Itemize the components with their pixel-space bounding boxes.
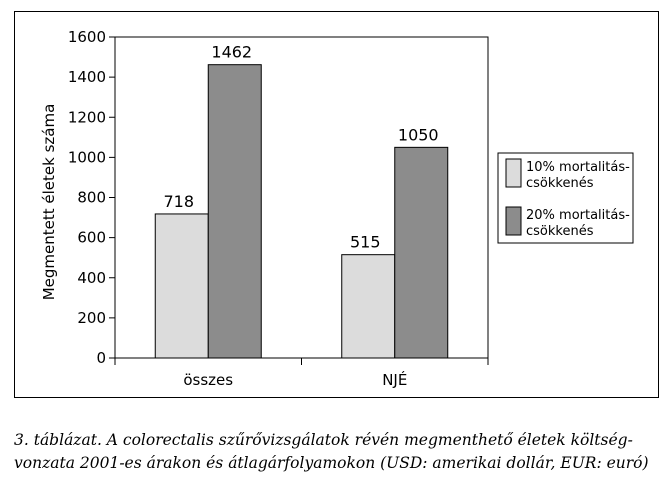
legend-label-line: 20% mortalitás- [526, 208, 630, 223]
bar [394, 146, 449, 359]
caption-line-2: vonzata 2001-es árakon és átlagárfolyamo… [14, 454, 649, 472]
bar [207, 64, 262, 359]
y-tick-label: 0 [96, 349, 106, 367]
bar [154, 213, 209, 359]
data-label: 718 [163, 192, 194, 211]
y-tick-label: 1600 [68, 28, 106, 46]
y-tick-label: 1400 [68, 68, 106, 86]
legend-label: 20% mortalitás-csökkenés [526, 208, 630, 239]
y-tick-label: 600 [77, 229, 106, 247]
data-label: 1050 [398, 125, 439, 144]
y-tick-label: 200 [77, 309, 106, 327]
figure-frame [14, 11, 659, 398]
legend-swatch [505, 206, 522, 236]
data-label: 1462 [211, 43, 252, 62]
y-tick-label: 1000 [68, 148, 106, 166]
legend-label: 10% mortalitás-csökkenés [526, 160, 630, 191]
bar [341, 254, 396, 359]
legend-label-line: 10% mortalitás- [526, 160, 630, 175]
plot-area: 0 200 400 600 800 1000 1200 1400 1600 718 1462 össz… [68, 28, 489, 389]
y-tick-label: 1200 [68, 108, 106, 126]
y-axis-title: Megmentett életek száma [40, 104, 58, 301]
x-category-label: összes [183, 371, 233, 389]
y-tick-label: 400 [77, 269, 106, 287]
legend-label-line: csökkenés [526, 176, 594, 191]
legend-swatch [505, 158, 522, 188]
y-tick-label: 800 [77, 189, 106, 207]
data-label: 515 [350, 233, 381, 252]
legend-label-line: csökkenés [526, 224, 594, 239]
x-category-label: NJÉ [382, 370, 407, 389]
bar-chart: 0 200 400 600 800 1000 1200 1400 1600 718 1462 össz… [40, 28, 634, 389]
figure-caption: 3. táblázat. A colorectalis szűrővizsgál… [14, 429, 659, 475]
caption-line-1: 3. táblázat. A colorectalis szűrővizsgál… [14, 431, 633, 449]
